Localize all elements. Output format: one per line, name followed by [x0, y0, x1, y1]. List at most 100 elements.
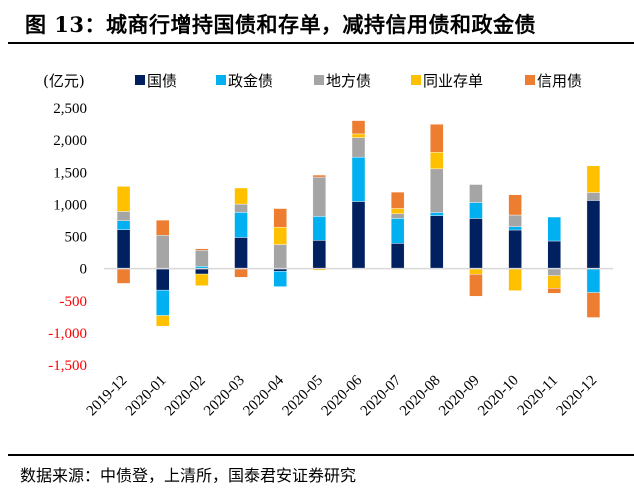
bar-segment: [469, 274, 483, 297]
bar-segment: [273, 208, 287, 228]
y-tick-label: -1,500: [48, 358, 87, 374]
x-tick-label: 2020-01: [123, 373, 170, 420]
bar-segment: [195, 268, 209, 275]
bar-segment: [312, 174, 327, 178]
legend-label: 政金债: [228, 72, 273, 90]
legend-swatch: [216, 75, 226, 85]
legend-label: 地方债: [326, 72, 371, 90]
bar-segment: [469, 218, 483, 269]
bar-segment: [469, 202, 483, 219]
bar-segment: [508, 268, 522, 291]
bar-segment: [312, 216, 327, 241]
bar-segment: [508, 229, 522, 269]
bar-segment: [586, 292, 601, 318]
legend-label: 信用债: [537, 72, 582, 90]
bar-segment: [116, 211, 131, 221]
bar-segment: [156, 235, 170, 269]
bar-segment: [156, 289, 170, 316]
bar-segment: [469, 268, 483, 275]
x-tick-label: 2020-04: [240, 372, 287, 419]
y-axis-ticks: 2,500 2,000 1,500 1,000 500 0 -500 -1,000 -1,500: [48, 101, 87, 374]
y-tick-label: 0: [80, 262, 88, 278]
x-tick-label: 2020-03: [201, 373, 248, 420]
bar-segment: [234, 187, 248, 205]
bar-segment: [430, 168, 444, 213]
bar-segment: [586, 165, 601, 193]
bar-segment: [351, 137, 366, 158]
bar-segment: [430, 152, 444, 170]
legend-swatch: [314, 75, 324, 85]
bar-segment: [234, 268, 248, 278]
bar-segment: [390, 243, 405, 269]
bar-segment: [508, 194, 522, 216]
bar-segment: [116, 186, 131, 212]
x-tick-label: 2020-10: [475, 373, 522, 420]
bar-segment: [351, 201, 366, 269]
bar-segment: [351, 133, 366, 138]
x-tick-label: 2019-12: [84, 373, 131, 420]
bar-segment: [430, 215, 444, 269]
bar-segment: [469, 184, 483, 203]
x-tick-label: 2020-09: [436, 373, 483, 420]
bar-segment: [547, 288, 561, 294]
y-tick-label: 500: [65, 230, 88, 246]
bar-segment: [156, 219, 170, 236]
bar-segment: [195, 248, 209, 251]
y-tick-label: 2,500: [53, 101, 87, 117]
bar-segment: [586, 268, 601, 293]
y-tick-label: 2,000: [53, 133, 87, 149]
x-tick-label: 2020-06: [319, 372, 366, 419]
x-tick-label: 2020-02: [162, 373, 209, 420]
bar-segment: [273, 244, 287, 269]
x-tick-label: 2020-12: [554, 373, 601, 420]
bar-segment: [351, 156, 366, 202]
bar-segment: [390, 208, 405, 214]
bar-segment: [586, 200, 601, 269]
footer-divider: [8, 454, 634, 456]
title-divider: [8, 42, 634, 44]
bar-segment: [116, 220, 131, 230]
bars: [116, 120, 601, 327]
legend: 国债 政金债 地方债 同业存单 信用债: [135, 72, 582, 90]
y-tick-label: -500: [60, 294, 88, 310]
bar-segment: [156, 315, 170, 327]
legend-label: 国债: [147, 72, 177, 90]
x-tick-label: 2020-07: [358, 372, 405, 419]
bar-segment: [312, 176, 327, 217]
legend-swatch: [525, 75, 535, 85]
bar-segment: [430, 124, 444, 153]
bar-segment: [195, 250, 209, 267]
y-tick-label: 1,500: [53, 165, 87, 181]
y-tick-label: 1,000: [53, 197, 87, 213]
bar-segment: [547, 268, 561, 276]
bar-segment: [273, 270, 287, 287]
bar-segment: [234, 212, 248, 238]
bar-segment: [508, 226, 522, 231]
bar-segment: [390, 191, 405, 209]
legend-label: 同业存单: [423, 72, 483, 90]
y-tick-label: -1,000: [48, 326, 87, 342]
bar-segment: [430, 212, 444, 216]
bar-segment: [547, 240, 561, 269]
bar-segment: [351, 120, 366, 135]
bar-segment: [586, 192, 601, 201]
bar-segment: [234, 203, 248, 213]
bar-segment: [116, 229, 131, 269]
data-source-note: 数据来源：中债登，上清所，国泰君安证券研究: [20, 466, 357, 485]
x-tick-label: 2020-11: [515, 373, 561, 419]
bar-segment: [273, 226, 287, 245]
legend-swatch: [135, 75, 145, 85]
x-tick-label: 2020-08: [397, 373, 444, 420]
legend-swatch: [411, 75, 421, 85]
stacked-bar-chart: (亿元) 国债 政金债 地方债 同业存单 信用债 2,500 2,000 1,500 1,00…: [43, 72, 613, 419]
bar-segment: [390, 218, 405, 244]
bar-segment: [156, 268, 170, 291]
bar-segment: [390, 213, 405, 219]
bar-segment: [234, 237, 248, 269]
x-tick-label: 2020-05: [280, 373, 327, 420]
bar-segment: [116, 268, 131, 284]
x-axis-labels: 2019-122020-012020-022020-032020-042020-…: [84, 372, 601, 419]
chart-title: 图 13：城商行增持国债和存单，减持信用债和政金债: [25, 12, 537, 37]
y-axis-unit-label: (亿元): [43, 72, 85, 90]
bar-segment: [312, 240, 327, 269]
